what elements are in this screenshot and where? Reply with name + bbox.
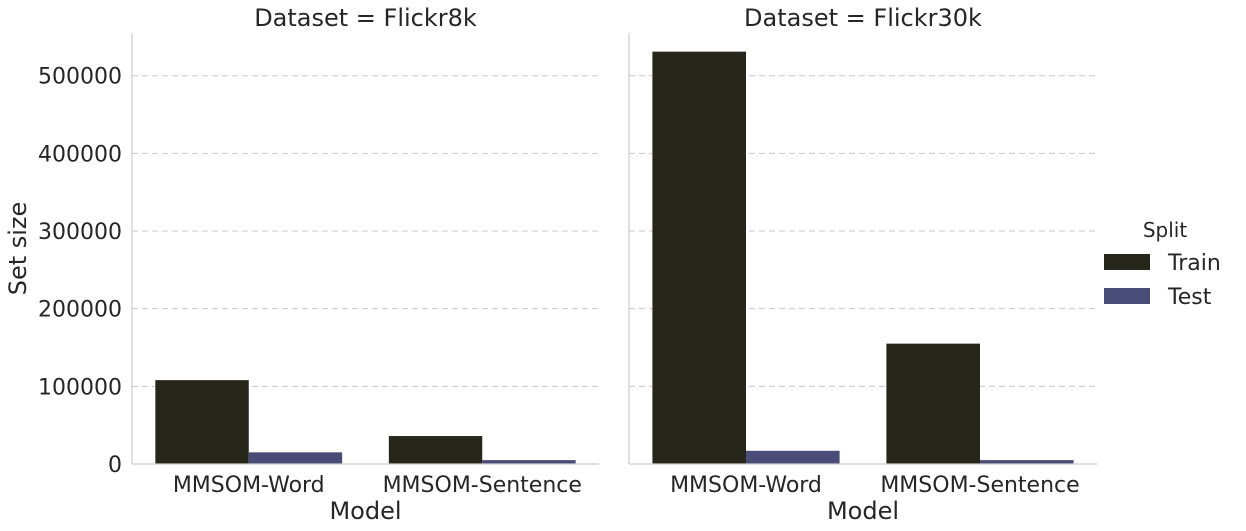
bar-p1-MMSOM-Sentence-Train — [886, 343, 980, 464]
ytick-label-1: 100000 — [38, 375, 122, 400]
x-axis-label-p0: Model — [329, 497, 401, 525]
legend-swatch-train — [1104, 254, 1150, 270]
legend-title: Split — [1143, 218, 1188, 242]
ytick-label-2: 200000 — [38, 298, 122, 323]
x-axis-label-p1: Model — [827, 497, 899, 525]
ytick-label-5: 500000 — [38, 65, 122, 90]
legend-swatch-test — [1104, 288, 1150, 304]
bar-p0-MMSOM-Word-Test — [248, 452, 343, 464]
y-axis-label: Set size — [4, 202, 32, 296]
xtick-label-p1-0: MMSOM-Word — [670, 473, 822, 498]
bar-p1-MMSOM-Word-Test — [746, 450, 840, 464]
bar-p1-MMSOM-Sentence-Test — [980, 460, 1074, 464]
ytick-label-3: 300000 — [38, 220, 122, 245]
legend: Split Train Test — [1104, 218, 1221, 310]
ytick-label-4: 400000 — [38, 142, 122, 167]
panel-title-0: Dataset = Flickr8k — [254, 4, 477, 32]
xtick-label-p1-1: MMSOM-Sentence — [880, 473, 1079, 498]
xtick-label-p0-1: MMSOM-Sentence — [383, 473, 582, 498]
bar-p0-MMSOM-Sentence-Train — [388, 436, 483, 464]
xtick-label-p0-0: MMSOM-Word — [173, 473, 325, 498]
facet-panels: MMSOM-Word MMSOM-Sentence 0 100000 200000 300… — [4, 4, 1097, 525]
ytick-label-0: 0 — [108, 453, 122, 478]
panel-title-1: Dataset = Flickr30k — [744, 4, 982, 32]
bar-p1-MMSOM-Word-Train — [652, 51, 746, 464]
legend-label-train: Train — [1167, 251, 1221, 276]
bar-p0-MMSOM-Sentence-Test — [482, 460, 576, 464]
bar-p0-MMSOM-Word-Train — [155, 380, 249, 464]
legend-label-test: Test — [1167, 285, 1212, 310]
